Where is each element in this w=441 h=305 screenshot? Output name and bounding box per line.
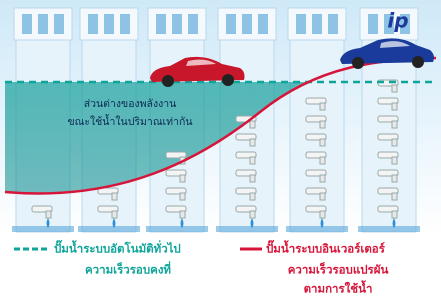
ground-shadow <box>12 226 74 232</box>
legend-sublabel: ความเร็วรอบคงที่ <box>85 261 171 277</box>
faucet-spout <box>46 211 51 218</box>
annotation-line: ขณะใช้น้ำในปริมาณเท่ากัน <box>68 114 193 128</box>
faucet-spout <box>320 193 325 200</box>
ground-shadow <box>216 226 278 232</box>
faucet-spout <box>250 139 255 146</box>
faucet-spout <box>320 103 325 110</box>
ground-shadow <box>358 226 420 232</box>
faucet-spout <box>180 211 185 218</box>
faucet-spout <box>250 211 255 218</box>
window <box>22 14 32 34</box>
legend-sublabel: ตามการใช้น้ำ <box>304 280 373 296</box>
faucet-spout <box>392 139 397 146</box>
annotation-line: ส่วนต่างของพลังงาน <box>84 98 177 110</box>
faucet-spout <box>250 175 255 182</box>
window <box>38 14 48 34</box>
window <box>242 14 252 34</box>
legend-label: ปั๊มน้ำระบบอินเวอร์เตอร์ <box>266 240 386 256</box>
window <box>156 14 166 34</box>
faucet-spout <box>392 157 397 164</box>
faucet-spout <box>392 175 397 182</box>
faucet-spout <box>392 193 397 200</box>
faucet-spout <box>112 211 117 218</box>
window <box>54 14 64 34</box>
window <box>258 14 268 34</box>
logo: ip <box>387 9 408 33</box>
faucet-spout <box>180 193 185 200</box>
window <box>296 14 306 34</box>
infographic: ip ส่วนต่างของพลังงาน ขณะใช้น้ำในปริมาณเ… <box>0 0 441 305</box>
window <box>312 14 322 34</box>
window <box>104 14 114 34</box>
faucet-spout <box>392 103 397 110</box>
faucet-spout <box>112 193 117 200</box>
ground-shadow <box>146 226 208 232</box>
legend-label: ปั๊มน้ำระบบอัตโนมัติทั่วไป <box>54 240 181 256</box>
faucet-spout <box>320 139 325 146</box>
window <box>88 14 98 34</box>
page: ip ส่วนต่างของพลังงาน ขณะใช้น้ำในปริมาณเ… <box>0 0 441 305</box>
faucet-spout <box>392 85 397 92</box>
faucet-spout <box>392 211 397 218</box>
window <box>368 14 378 34</box>
window <box>328 14 338 34</box>
window <box>172 14 182 34</box>
faucet-spout <box>320 211 325 218</box>
ground-shadow <box>78 226 140 232</box>
ground-shadow <box>286 226 348 232</box>
faucet-spout <box>392 121 397 128</box>
faucet-spout <box>320 157 325 164</box>
faucet-spout <box>250 121 255 128</box>
faucet-spout <box>180 175 185 182</box>
window <box>120 14 130 34</box>
faucet-spout <box>250 193 255 200</box>
faucet-spout <box>320 121 325 128</box>
legend-sublabel: ความเร็วรอบแปรผัน <box>288 262 389 277</box>
window <box>226 14 236 34</box>
faucet-spout <box>250 157 255 164</box>
faucet-spout <box>320 175 325 182</box>
window <box>188 14 198 34</box>
